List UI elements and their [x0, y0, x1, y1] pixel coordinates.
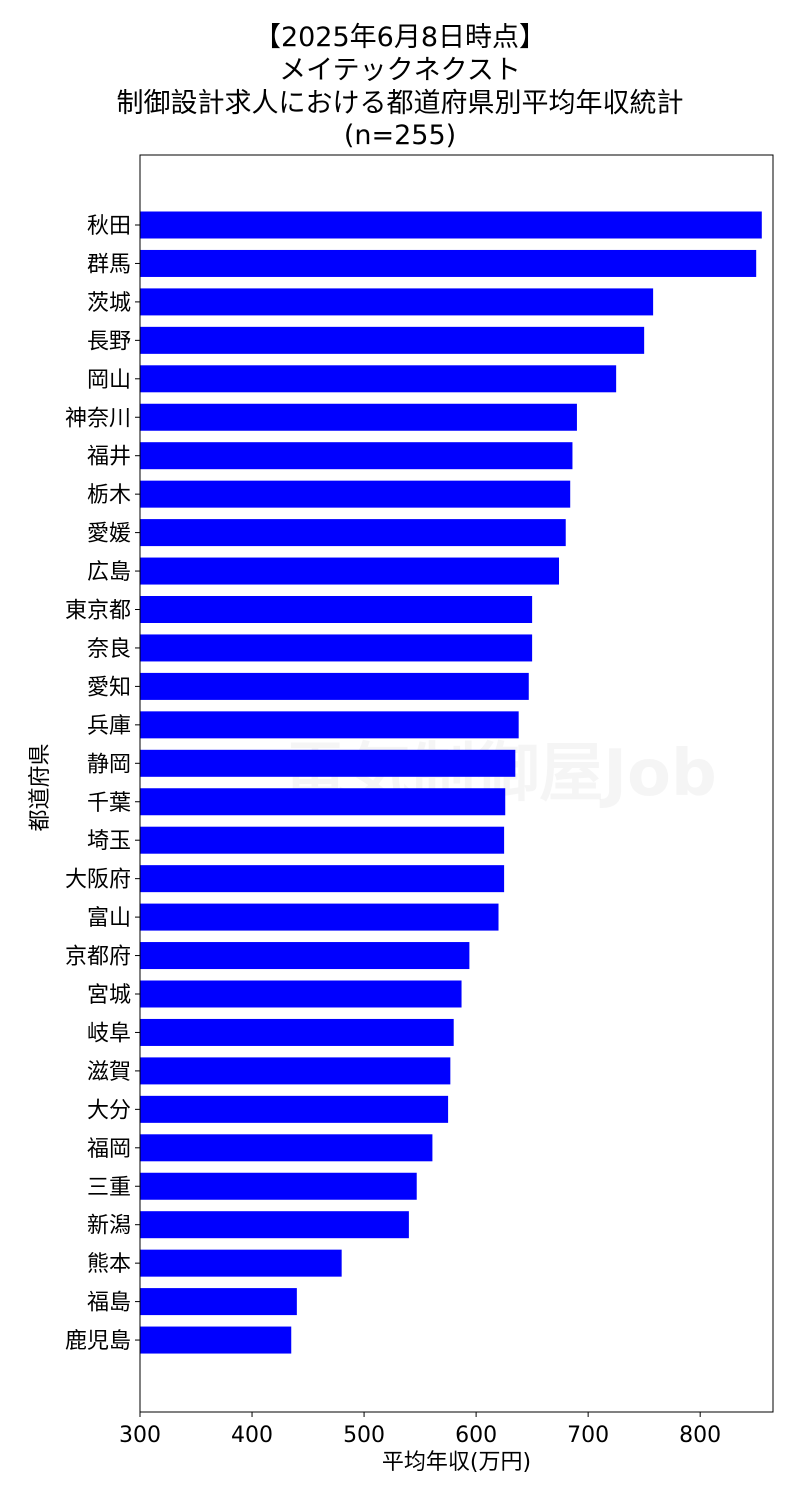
chart-title-line-3: 制御設計求人における都道府県別平均年収統計	[116, 88, 684, 119]
bar	[140, 557, 560, 585]
x-axis-label: 平均年収(万円)	[382, 1450, 531, 1475]
bars-layer	[140, 211, 762, 1354]
y-axis-label: 都道府県	[28, 743, 53, 831]
x-tick-label: 400	[231, 1423, 273, 1448]
y-tick-label: 三重	[87, 1175, 131, 1200]
y-tick-label: 茨城	[87, 291, 131, 316]
bar	[140, 942, 470, 970]
bar	[140, 1095, 449, 1123]
bar	[140, 596, 533, 623]
bar	[140, 1288, 297, 1316]
y-tick-label: 福岡	[87, 1137, 131, 1162]
x-tick-label: 600	[455, 1423, 497, 1448]
bar	[140, 1134, 433, 1162]
y-tick-label: 宮城	[87, 983, 131, 1008]
bar	[140, 865, 505, 893]
bar	[140, 1211, 409, 1239]
y-tick-label: 新潟	[87, 1214, 131, 1239]
y-tick-label: 熊本	[87, 1252, 131, 1277]
y-tick-label: 滋賀	[87, 1060, 131, 1085]
x-tick-label: 300	[119, 1423, 161, 1448]
y-tick-label: 大阪府	[65, 868, 131, 893]
bar	[140, 480, 571, 508]
y-tick-label: 奈良	[87, 637, 131, 662]
y-tick-label: 大分	[87, 1098, 131, 1123]
bar	[140, 211, 762, 239]
bar	[140, 903, 499, 931]
plot-frame	[139, 154, 774, 1413]
bar	[140, 749, 516, 777]
bar	[140, 249, 757, 277]
bar	[140, 980, 462, 1008]
y-tick-label: 群馬	[87, 252, 131, 277]
bar	[140, 365, 617, 393]
bar	[140, 1172, 417, 1200]
y-tick-label: 長野	[87, 329, 131, 354]
y-tick-label: 愛知	[87, 675, 131, 700]
y-tick-label: 埼玉	[87, 829, 131, 854]
y-tick-label: 栃木	[87, 483, 131, 508]
y-tick-label: 鹿児島	[65, 1329, 131, 1354]
y-tick-label: 秋田	[87, 214, 131, 239]
bar	[140, 788, 506, 816]
bar	[140, 326, 645, 354]
y-tick-label: 愛媛	[87, 522, 131, 547]
y-tick-label: 千葉	[87, 791, 131, 816]
y-tick-label: 福島	[87, 1291, 131, 1316]
y-tick-label: 京都府	[65, 945, 131, 970]
x-tick-label: 500	[343, 1423, 385, 1448]
bar	[140, 711, 519, 739]
x-tick-label: 800	[679, 1423, 721, 1448]
chart-title-line-1: 【2025年6月8日時点】	[253, 22, 547, 53]
y-tick-label: 岡山	[87, 368, 131, 393]
bar	[140, 1326, 292, 1354]
bar	[140, 1018, 454, 1046]
y-tick-label: 富山	[87, 906, 131, 931]
chart-title-line-2: メイテックネクスト	[279, 55, 521, 86]
bar	[140, 634, 533, 662]
bar	[140, 826, 505, 854]
bar	[140, 519, 566, 547]
y-tick-label: 兵庫	[87, 714, 131, 739]
y-tick-label: 岐阜	[87, 1021, 131, 1046]
y-tick-labels: 秋田群馬茨城長野岡山神奈川福井栃木愛媛広島東京都奈良愛知兵庫静岡千葉埼玉大阪府富…	[65, 214, 140, 1354]
bar	[140, 403, 577, 431]
bar	[140, 288, 654, 316]
y-tick-label: 福井	[87, 445, 131, 470]
y-tick-label: 広島	[87, 560, 131, 585]
x-tick-label: 700	[567, 1423, 609, 1448]
bar	[140, 1249, 342, 1277]
y-tick-label: 神奈川	[65, 406, 131, 431]
bar	[140, 672, 529, 700]
bar	[140, 442, 573, 470]
x-ticks: 300 400 500 600 700 800	[119, 1412, 721, 1448]
y-tick-label: 東京都	[65, 599, 131, 624]
y-tick-label: 静岡	[87, 752, 131, 777]
chart-title-line-4: (n=255)	[343, 120, 457, 151]
bar	[140, 1057, 451, 1085]
